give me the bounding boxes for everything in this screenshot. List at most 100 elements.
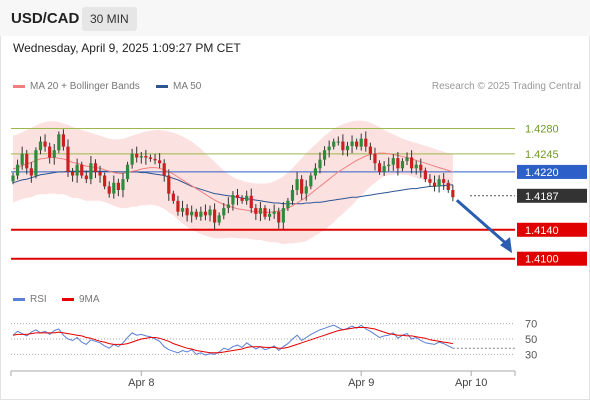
candle-body <box>43 141 47 147</box>
candle-body <box>254 208 258 214</box>
candle-body <box>240 197 244 201</box>
candle-body <box>341 141 345 151</box>
candle-body <box>203 211 208 216</box>
candle-body <box>309 175 313 187</box>
candle-body <box>442 179 446 183</box>
interval-badge[interactable]: 30 MIN <box>82 7 137 31</box>
candle-body <box>80 164 84 176</box>
x-tick-label: Apr 10 <box>455 377 487 389</box>
candle-body <box>185 208 189 216</box>
legend-ma20-label: MA 20 + Bollinger Bands <box>30 81 140 92</box>
candle-body <box>11 175 15 182</box>
x-tick-label: Apr 8 <box>128 377 154 389</box>
candle-body <box>300 179 304 194</box>
candle-body <box>368 146 372 154</box>
rsi-level-label-30: 30 <box>525 349 537 361</box>
ma50-swatch <box>156 85 168 88</box>
candle-body <box>107 186 111 194</box>
candle-body <box>355 141 359 147</box>
rsi-level-label-70: 70 <box>525 319 537 331</box>
candle-body <box>89 163 93 180</box>
candle-body <box>148 157 153 159</box>
rsi-level-label-50: 50 <box>525 334 537 346</box>
credit-text: Research © 2025 Trading Central <box>431 81 581 92</box>
candle-body <box>414 164 418 169</box>
candle-body <box>400 161 405 169</box>
candle-body <box>176 200 180 212</box>
legend-ma9: 9MA <box>62 294 100 305</box>
candle-body <box>130 153 134 165</box>
candle-body <box>423 170 427 180</box>
candle-body <box>281 208 285 223</box>
candle-body <box>153 158 157 161</box>
candle-body <box>451 190 455 198</box>
candle-body <box>332 141 336 147</box>
candle-body <box>15 164 20 176</box>
candle-body <box>217 215 221 223</box>
candle-body <box>75 164 79 176</box>
legend-ma50-label: MA 50 <box>173 81 202 92</box>
legend-rsi: RSI <box>13 294 47 305</box>
candle-body <box>70 171 75 176</box>
candle-body <box>432 182 437 187</box>
candle-body <box>258 208 263 214</box>
candle-body <box>20 153 24 165</box>
candle-body <box>322 150 327 160</box>
header-bar: USD/CAD 30 MIN <box>0 0 590 36</box>
candle-body <box>116 182 120 190</box>
candle-body <box>235 195 240 198</box>
symbol-label: USD/CAD <box>11 10 80 27</box>
candle-body <box>199 211 203 217</box>
candle-body <box>419 164 423 171</box>
forecast-arrow-head <box>500 237 512 254</box>
candle-body <box>391 158 395 165</box>
candle-body <box>52 150 56 158</box>
candle-body <box>295 179 299 190</box>
candle-body <box>66 146 70 172</box>
candle-body <box>286 200 290 209</box>
legend-ma50: MA 50 <box>156 81 201 92</box>
candle-body <box>144 156 148 158</box>
timestamp: Wednesday, April 9, 2025 1:09:27 PM CET <box>13 41 241 55</box>
ma20-swatch <box>13 85 25 88</box>
candle-body <box>373 153 377 164</box>
candle-body <box>437 179 441 187</box>
rsi-swatch <box>13 298 25 301</box>
candle-body <box>208 209 212 216</box>
level-label-1.4280: 1.4280 <box>525 124 559 136</box>
candle-body <box>167 175 171 194</box>
candle-body <box>313 168 317 176</box>
level-label-1.4100: 1.4100 <box>525 254 559 266</box>
level-label-1.4245: 1.4245 <box>525 149 559 161</box>
candle-body <box>345 145 350 151</box>
candle-body <box>93 163 98 172</box>
candle-body <box>226 204 230 209</box>
candle-body <box>121 179 125 190</box>
candle-body <box>61 134 65 147</box>
level-box-1.4140 <box>517 222 587 237</box>
candle-body <box>245 195 249 201</box>
candle-body <box>190 211 194 216</box>
candle-body <box>318 159 322 169</box>
candle-body <box>377 163 382 172</box>
level-box-1.4100 <box>517 251 587 266</box>
legend-rsi-label: RSI <box>30 294 47 305</box>
candle-body <box>213 209 217 223</box>
legend-ma9-label: 9MA <box>79 294 100 305</box>
candle-body <box>34 150 38 176</box>
candle-body <box>103 175 107 187</box>
candle-body <box>387 164 391 167</box>
level-label-1.4140: 1.4140 <box>525 225 559 237</box>
candle-body <box>263 208 267 217</box>
candle-body <box>112 182 116 194</box>
candle-body <box>158 160 162 164</box>
candle-body <box>410 157 414 169</box>
candle-body <box>428 179 432 183</box>
rsi-line <box>12 324 454 356</box>
candle-body <box>304 186 308 194</box>
candle-body <box>267 213 272 217</box>
candle-body <box>231 195 235 205</box>
candle-body <box>48 146 52 158</box>
rsi-ma9-line <box>12 327 453 354</box>
